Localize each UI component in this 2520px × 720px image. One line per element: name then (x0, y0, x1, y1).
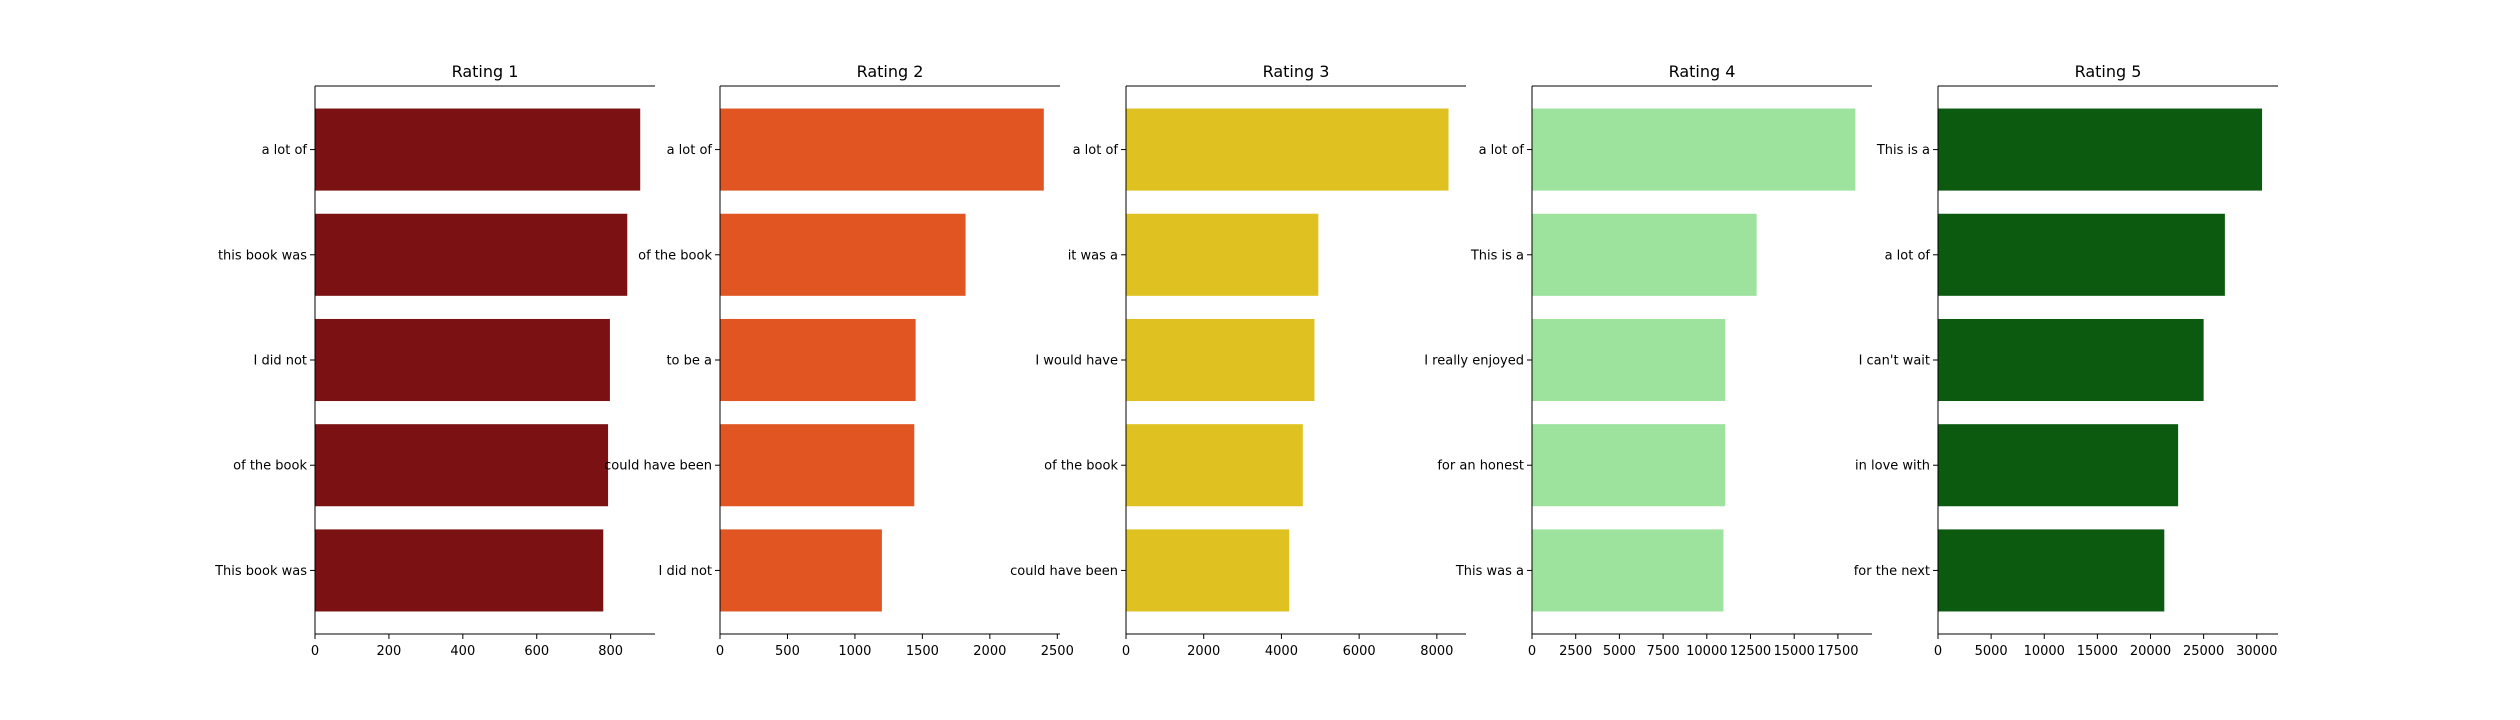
bar (315, 318, 610, 402)
bar (1532, 529, 1724, 612)
x-tick-label: 1500 (906, 644, 939, 659)
bar (1938, 108, 2263, 191)
category-label: this book was (218, 248, 307, 263)
bar (1938, 318, 2204, 402)
category-label: of the book (1044, 459, 1118, 474)
chart-panel-3: Rating 3 a lot of it was a I would have of t… (1010, 62, 1466, 659)
category-label: for an honest (1437, 459, 1524, 474)
x-tick-label: 1000 (838, 644, 871, 659)
bar (1532, 108, 1856, 191)
bar (720, 424, 915, 507)
x-tick-label: 2000 (1187, 644, 1220, 659)
bar (720, 318, 916, 402)
category-label: to be a (666, 354, 712, 369)
x-tick-label: 0 (1528, 644, 1536, 659)
bar (720, 108, 1044, 191)
x-tick-label: 2500 (1041, 644, 1074, 659)
category-label: could have been (1010, 564, 1118, 579)
x-tick-label: 15000 (2077, 644, 2118, 659)
category-label: I did not (253, 354, 307, 369)
bar (1126, 213, 1319, 296)
x-tick-label: 800 (598, 644, 623, 659)
x-tick-label: 2000 (973, 644, 1006, 659)
category-label: I can't wait (1859, 354, 1930, 369)
x-tick-label: 25000 (2183, 644, 2224, 659)
category-label: I would have (1035, 354, 1118, 369)
panel-title: Rating 1 (452, 62, 519, 81)
category-label: This is a (1470, 248, 1524, 263)
x-tick-label: 500 (775, 644, 800, 659)
category-label: This is a (1876, 143, 1930, 158)
bar (1938, 529, 2165, 612)
category-label: for the next (1854, 564, 1930, 579)
chart-panel-4: Rating 4 a lot of This is a I really enjoye… (1424, 62, 1872, 659)
x-tick-label: 400 (450, 644, 475, 659)
bar (720, 529, 882, 612)
panel-title: Rating 5 (2075, 62, 2142, 81)
x-tick-label: 7500 (1647, 644, 1680, 659)
category-label: a lot of (1479, 143, 1525, 158)
category-label: in love with (1855, 459, 1930, 474)
x-tick-label: 5000 (1975, 644, 2008, 659)
bar (315, 424, 609, 507)
x-tick-label: 17500 (1817, 644, 1858, 659)
bar (315, 213, 628, 296)
x-tick-label: 15000 (1774, 644, 1815, 659)
x-tick-label: 6000 (1343, 644, 1376, 659)
x-tick-label: 0 (1122, 644, 1130, 659)
x-tick-label: 30000 (2236, 644, 2277, 659)
category-label: I really enjoyed (1424, 354, 1524, 369)
x-tick-label: 0 (311, 644, 319, 659)
x-tick-label: 10000 (1686, 644, 1727, 659)
bar (1126, 108, 1449, 191)
category-label: of the book (638, 248, 712, 263)
bar (1532, 424, 1726, 507)
x-tick-label: 2500 (1559, 644, 1592, 659)
chart-panel-1: Rating 1 a lot of this book was I did not of… (214, 62, 655, 659)
x-tick-label: 8000 (1420, 644, 1453, 659)
bar (1126, 318, 1315, 402)
x-tick-label: 5000 (1603, 644, 1636, 659)
category-label: could have been (604, 459, 712, 474)
bar (315, 108, 641, 191)
bar (720, 213, 966, 296)
panel-title: Rating 3 (1263, 62, 1330, 81)
bar (1532, 213, 1757, 296)
bar (315, 529, 604, 612)
x-tick-label: 0 (716, 644, 724, 659)
bar (1938, 213, 2225, 296)
category-label: a lot of (1885, 248, 1931, 263)
x-tick-label: 200 (376, 644, 401, 659)
x-tick-label: 12500 (1730, 644, 1771, 659)
x-tick-label: 10000 (2024, 644, 2065, 659)
panel-title: Rating 2 (857, 62, 924, 81)
category-label: a lot of (262, 143, 308, 158)
chart-panel-2: Rating 2 a lot of of the book to be a could … (604, 62, 1074, 659)
category-label: I did not (658, 564, 712, 579)
x-tick-label: 4000 (1265, 644, 1298, 659)
x-tick-label: 0 (1934, 644, 1942, 659)
bar (1126, 529, 1290, 612)
category-label: it was a (1068, 248, 1118, 263)
category-label: This book was (214, 564, 307, 579)
panel-title: Rating 4 (1669, 62, 1736, 81)
category-label: of the book (233, 459, 307, 474)
category-label: a lot of (1073, 143, 1119, 158)
x-tick-label: 600 (524, 644, 549, 659)
bar (1938, 424, 2179, 507)
bar (1126, 424, 1303, 507)
category-label: a lot of (667, 143, 713, 158)
x-tick-label: 20000 (2130, 644, 2171, 659)
category-label: This was a (1455, 564, 1524, 579)
bar (1532, 318, 1726, 402)
chart-panel-5: Rating 5 This is a a lot of I can't wait in … (1854, 62, 2278, 659)
